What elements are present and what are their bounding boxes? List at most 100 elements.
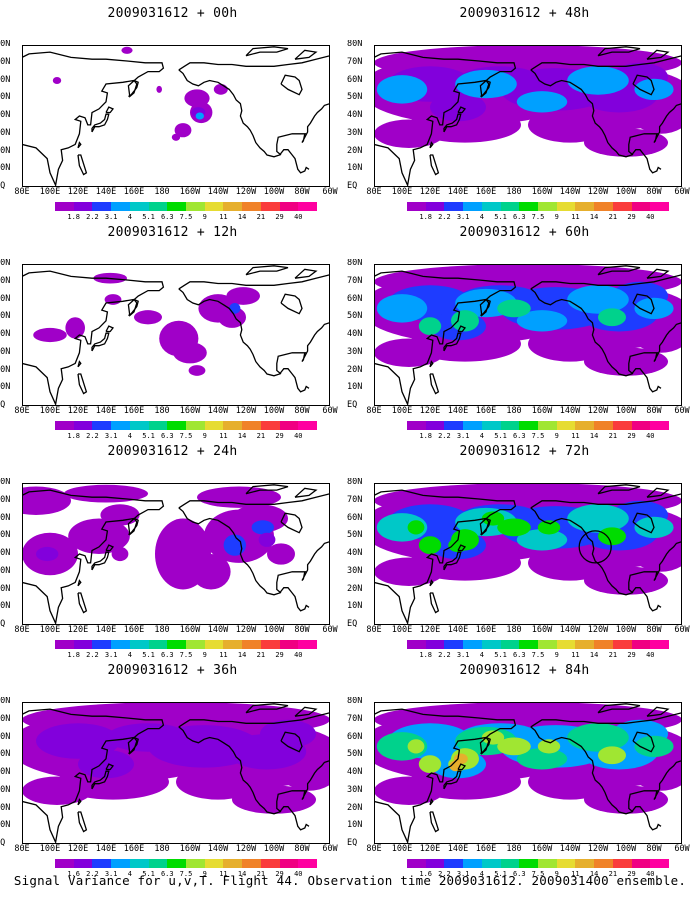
colorbar-swatch xyxy=(167,421,187,430)
coastline xyxy=(105,325,115,333)
colorbar-swatch xyxy=(279,859,299,868)
longitude-tick-label: 100W xyxy=(263,406,285,416)
latitude-tick-label: 60N xyxy=(0,293,11,304)
colorbar-tick-label: 1.6 xyxy=(67,870,81,878)
colorbar-swatch xyxy=(260,421,280,430)
coastline xyxy=(280,512,303,534)
latitude-tick-label: EQ xyxy=(347,400,358,409)
colorbar-tick-label: 11 xyxy=(571,432,580,440)
longitude-tick-label: 180 xyxy=(506,406,522,416)
latitude-tick-label: 60N xyxy=(0,731,11,742)
longitude-tick-label: 60W xyxy=(322,844,338,854)
coastline xyxy=(530,288,662,393)
coastline xyxy=(128,298,139,317)
variance-map xyxy=(22,264,330,406)
colorbar-tick-label: 29 xyxy=(627,213,636,221)
coastline xyxy=(280,74,303,96)
variance-shading xyxy=(481,730,505,745)
variance-shading xyxy=(191,554,231,590)
coastline xyxy=(597,46,641,57)
variance-shading xyxy=(258,532,276,547)
coastline xyxy=(653,321,682,362)
latitude-axis-labels: 80N 70N 60N 50N 40N 30N 20N 10N EQ xyxy=(0,697,15,847)
coastline xyxy=(91,113,110,133)
latitude-axis-labels: 80N 70N 60N 50N 40N 30N 20N 10N EQ xyxy=(347,697,367,847)
colorbar-swatch xyxy=(73,202,93,211)
coastline xyxy=(443,770,462,790)
colorbar-swatch xyxy=(92,640,112,649)
latitude-tick-label: 60N xyxy=(347,74,363,85)
latitude-tick-label: 60N xyxy=(0,74,11,85)
longitude-tick-label: 160E xyxy=(123,187,145,197)
colorbar xyxy=(55,202,318,211)
colorbar-swatch xyxy=(538,421,557,430)
colorbar-tick-label: 14 xyxy=(589,432,599,440)
colorbar-swatch xyxy=(575,640,595,649)
longitude-tick-label: 120E xyxy=(419,844,441,854)
colorbar-swatch xyxy=(260,202,280,211)
variance-shading xyxy=(516,529,568,551)
coastline xyxy=(77,592,88,614)
coastline xyxy=(429,373,440,395)
colorbar-swatch xyxy=(407,202,426,211)
latitude-tick-label: 40N xyxy=(0,329,11,339)
variance-shading xyxy=(567,285,629,314)
colorbar-tick-label: 2.2 xyxy=(438,213,451,221)
coastline xyxy=(77,579,82,587)
colorbar-tick-label: 3.1 xyxy=(104,870,118,878)
colorbar-tick-label: 6.3 xyxy=(512,870,526,878)
colorbar-swatch xyxy=(204,202,224,211)
longitude-tick-label: 60W xyxy=(674,187,690,197)
colorbar-swatch xyxy=(481,202,501,211)
colorbar-tick-label: 40 xyxy=(294,213,303,221)
colorbar-swatch xyxy=(129,202,149,211)
variance-shading xyxy=(528,764,612,800)
longitude-axis-labels: 80E 100E 120E 140E 160E 180 160W 140W 120W 100W 80… xyxy=(10,187,340,201)
longitude-tick-label: 100E xyxy=(391,844,413,854)
forecast-panel: 2009031612 + 12h 80N 70N 60N 50N 40N 30N 20N 10N… xyxy=(0,225,345,443)
longitude-tick-label: 100E xyxy=(391,187,413,197)
colorbar-swatch xyxy=(279,202,299,211)
longitude-axis-labels: 80E 100E 120E 140E 160E 180 160W 140W 120W 100W 80… xyxy=(362,625,692,639)
coastline xyxy=(77,154,88,176)
coastline xyxy=(429,811,440,833)
variance-shading xyxy=(223,534,246,556)
colorbar-tick-label: 1.8 xyxy=(419,651,433,659)
latitude-tick-label: 60N xyxy=(347,731,363,742)
forecast-panel: 2009031612 + 48h 80N 70N 60N 50N 40N 30N 20N 10N… xyxy=(347,6,697,224)
longitude-tick-label: 120E xyxy=(67,625,89,635)
panel-title: 2009031612 + 60h xyxy=(459,225,590,240)
longitude-tick-label: 140W xyxy=(559,844,581,854)
latitude-tick-label: 50N xyxy=(0,92,11,103)
coastline xyxy=(280,731,303,753)
longitude-tick-label: 60W xyxy=(674,625,690,635)
variance-shading xyxy=(174,123,192,138)
variance-shading xyxy=(213,84,228,95)
coastline xyxy=(632,293,655,315)
colorbar-tick-labels: 1.8 2.2 3.1 4 5.1 6.3 7.5 9 11 14 21 29 40 xyxy=(407,213,669,223)
longitude-tick-label: 120W xyxy=(235,625,257,635)
longitude-axis-labels: 80E 100E 120E 140E 160E 180 160W 140W 120W 100W 80… xyxy=(10,625,340,639)
longitude-tick-label: 60W xyxy=(674,406,690,416)
colorbar-tick-label: 1.8 xyxy=(67,213,81,221)
colorbar-swatch xyxy=(594,421,613,430)
variance-shading xyxy=(64,484,148,503)
coastline xyxy=(632,731,655,753)
longitude-tick-label: 140W xyxy=(207,187,229,197)
coastline xyxy=(374,489,517,625)
latitude-tick-label: 20N xyxy=(0,583,11,594)
latitude-tick-label: 20N xyxy=(0,145,11,156)
colorbar-swatch xyxy=(425,202,445,211)
coastline xyxy=(457,106,467,114)
colorbar-swatch xyxy=(204,421,224,430)
colorbar-swatch xyxy=(631,202,651,211)
variance-shading xyxy=(173,342,207,364)
latitude-tick-label: EQ xyxy=(0,619,6,628)
coastline xyxy=(530,69,662,174)
colorbar-tick-label: 5.1 xyxy=(142,213,155,221)
colorbar-swatch xyxy=(575,859,595,868)
coastline xyxy=(597,484,641,495)
variance-shading xyxy=(516,310,568,332)
coastline xyxy=(22,51,165,187)
longitude-tick-label: 160E xyxy=(123,844,145,854)
